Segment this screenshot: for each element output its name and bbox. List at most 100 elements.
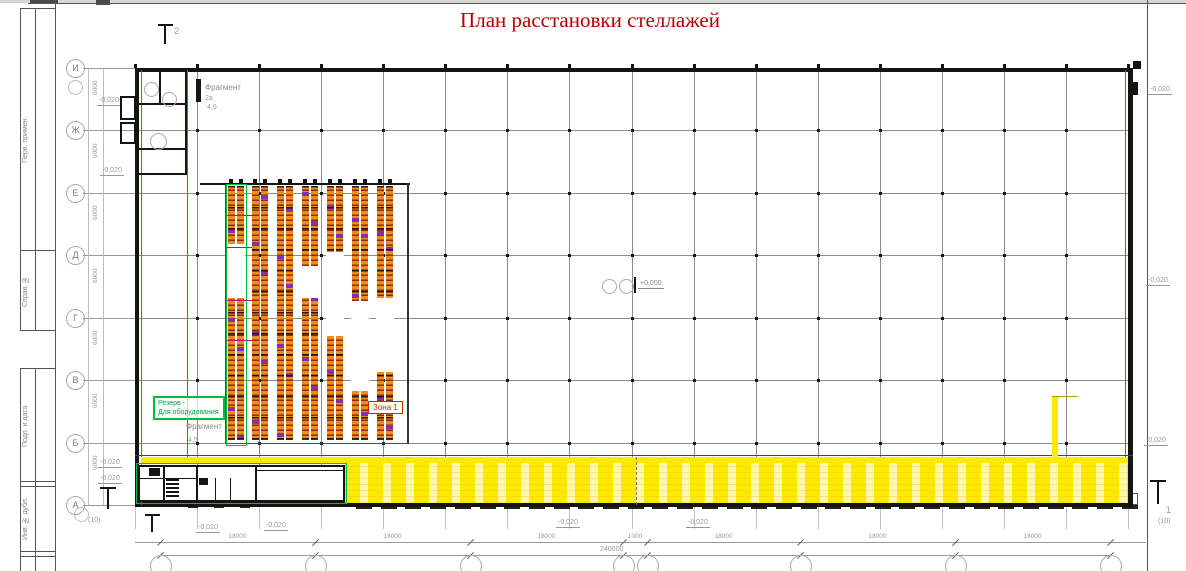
grid-intersection-dot: [444, 379, 448, 382]
axis-row-tick: [83, 318, 135, 319]
grid-intersection-dot: [320, 254, 324, 257]
section-mark-top-stem: [164, 24, 166, 44]
grid-intersection-dot: [878, 379, 882, 382]
grid-intersection-dot: [754, 317, 758, 320]
rack-top-cap: [229, 179, 233, 183]
elevation-zero: +0,000: [638, 280, 664, 289]
elevation-mark: -0,020: [98, 475, 122, 484]
room-block-top: [135, 68, 187, 175]
grid-intersection-dot: [1002, 254, 1006, 257]
elevation-mark: -0,020: [1148, 86, 1172, 95]
dim-label-bay: 18000: [383, 533, 402, 540]
grid-intersection-dot: [196, 129, 200, 132]
office-hatch-block: [199, 478, 208, 485]
grid-line-extension: [941, 507, 943, 529]
grid-intersection-dot: [196, 379, 200, 382]
yellow-strip: [141, 457, 1128, 463]
rack-column: [237, 186, 244, 440]
grid-intersection-dot: [196, 192, 200, 195]
rack-zone-magenta-tick: [226, 247, 252, 248]
fragment-mid-label: Фрагмент: [186, 422, 222, 431]
stamp-col-line3: [20, 368, 21, 571]
grid-intersection-dot: [692, 192, 696, 195]
stamp-hline: [20, 8, 56, 9]
rack-column: [302, 186, 309, 440]
grid-intersection-dot: [878, 442, 882, 445]
grid-intersection-dot: [444, 442, 448, 445]
grid-intersection-dot: [258, 254, 262, 257]
grid-intersection-dot: [506, 192, 510, 195]
grid-intersection-dot: [1064, 129, 1068, 132]
dock-door-bar: [380, 505, 397, 509]
elevation-mark: -0,020: [1146, 277, 1170, 286]
rack-gap: [227, 244, 245, 298]
sandwich-line-left: [141, 70, 142, 505]
grid-intersection-dot: [258, 192, 262, 195]
dock-door-bar: [677, 505, 694, 509]
grid-intersection-dot: [444, 129, 448, 132]
grid-line-extension: [569, 507, 571, 529]
rack-gap: [326, 252, 344, 336]
axis-sub-bubble: [74, 507, 89, 522]
grid-intersection-dot: [630, 379, 634, 382]
dock-door-bar: [1121, 505, 1138, 509]
dim-label-overall: 240000: [600, 546, 624, 553]
grid-line-extension: [445, 507, 447, 529]
benchmark-circle: [619, 279, 634, 294]
grid-intersection-dot: [816, 129, 820, 132]
axis-sub-bubble: [68, 80, 83, 95]
grid-intersection-dot: [692, 442, 696, 445]
rack-zone-magenta-tick: [226, 340, 252, 341]
grid-intersection-dot: [1064, 192, 1068, 195]
dock-door-bar: [899, 505, 916, 509]
stamp-col-line4: [35, 368, 36, 571]
elevation-mark: -0,020: [556, 519, 580, 528]
grid-intersection-dot: [816, 379, 820, 382]
grid-line-extension: [1003, 507, 1005, 529]
grid-line-horizontal: [103, 443, 1133, 444]
grid-tick-top: [630, 64, 634, 69]
grid-intersection-dot: [630, 129, 634, 132]
reserve-label: Резерв - Для оборудования: [153, 396, 225, 421]
dock-door-bar: [430, 505, 447, 509]
rack-top-cap: [239, 179, 243, 183]
office-stair-hatch: [166, 479, 179, 497]
dock-door-bar: [998, 505, 1015, 509]
rack-top-cap: [338, 179, 342, 183]
left-note: (10): [88, 517, 101, 524]
section-number-right: 1: [1166, 505, 1172, 515]
grid-line-horizontal: [103, 130, 1133, 131]
office-divider: [196, 465, 198, 502]
axis-col-bubble: [637, 555, 659, 571]
fragment-top-num: 4,6: [207, 104, 217, 111]
wall-left: [135, 68, 139, 506]
grid-intersection-dot: [878, 129, 882, 132]
grid-intersection-dot: [568, 129, 572, 132]
grid-intersection-dot: [320, 317, 324, 320]
fragment-mid-num: 4,5: [188, 437, 198, 444]
rack-top-cap: [353, 179, 357, 183]
grid-intersection-dot: [630, 192, 634, 195]
dock-door-bar: [356, 505, 372, 509]
rack-top-cap: [263, 179, 267, 183]
stamp-hline: [20, 486, 56, 487]
rack-top-cap: [303, 179, 307, 183]
axis-row-tick: [83, 130, 135, 131]
dock-zone-top-line: [135, 455, 1133, 456]
rack-column: [261, 186, 268, 440]
stamp-hline: [20, 551, 56, 552]
section-mark-bl2-stem: [151, 514, 153, 532]
axis-row-tick: [83, 443, 135, 444]
dock-door-bar: [553, 505, 570, 509]
rack-gap: [376, 298, 394, 372]
grid-line-extension: [1128, 507, 1129, 529]
grid-intersection-dot: [630, 317, 634, 320]
grid-intersection-dot: [816, 254, 820, 257]
dock-door-bar: [973, 505, 990, 509]
fragment-marker: [196, 79, 201, 102]
reserve-rack-outline: [226, 184, 247, 446]
reserve-label-line1: Резерв -: [158, 400, 186, 407]
dock-door-bar: [1022, 505, 1039, 509]
grid-tick-top: [1127, 64, 1130, 69]
elevation-mark: -0,020: [686, 519, 710, 528]
